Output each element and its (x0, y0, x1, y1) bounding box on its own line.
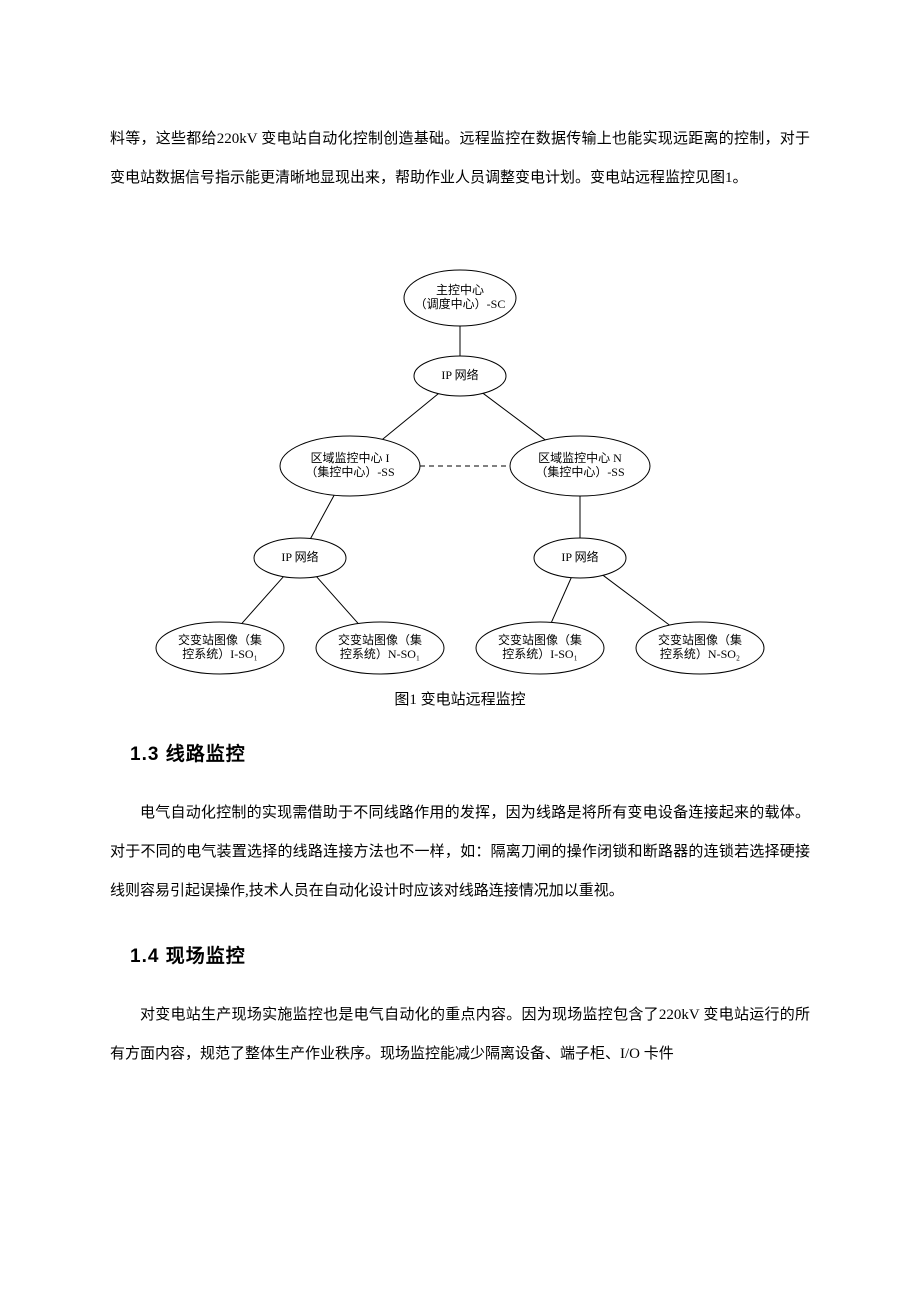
body-paragraph-3: 对变电站生产现场实施监控也是电气自动化的重点内容。因为现场监控包含了220kV … (110, 996, 810, 1074)
diagram-node-label: 主控中心 (436, 282, 484, 297)
diagram-node: 交变站图像（集控系统）I-SO₁ (476, 622, 604, 674)
diagram-node-label: 交变站图像（集 (178, 632, 262, 647)
diagram-edge (242, 577, 284, 624)
diagram-node-label: （调度中心）-SC (415, 296, 506, 311)
body-paragraph-2: 电气自动化控制的实现需借助于不同线路作用的发挥，因为线路是将所有变电设备连接起来… (110, 794, 810, 911)
diagram-node-label: 控系统）I-SO₁ (502, 647, 578, 661)
diagram-node-label: 控系统）N-SO₁ (340, 647, 420, 661)
diagram-node: 区域监控中心 I（集控中心）-SS (280, 436, 420, 496)
diagram-node: IP 网络 (534, 538, 626, 578)
diagram-node-label: IP 网络 (441, 367, 478, 382)
diagram-node-label: IP 网络 (561, 549, 598, 564)
diagram-node: 主控中心（调度中心）-SC (404, 270, 516, 326)
diagram-node: 区域监控中心 N（集控中心）-SS (510, 436, 650, 496)
diagram-node-label: 区域监控中心 I (311, 450, 390, 465)
diagram-edge (311, 495, 335, 538)
diagram-node-label: 交变站图像（集 (658, 632, 742, 647)
body-paragraph-1: 料等，这些都给220kV 变电站自动化控制创造基础。远程监控在数据传输上也能实现… (110, 120, 810, 198)
diagram-edge (317, 577, 359, 624)
diagram-node: 交变站图像（集控系统）I-SO₁ (156, 622, 284, 674)
figure-1-caption: 图1 变电站远程监控 (110, 688, 810, 709)
heading-1-3: 1.3 线路监控 (130, 739, 810, 766)
diagram-node-label: 控系统）I-SO₁ (182, 647, 258, 661)
diagram-edge (551, 578, 571, 623)
diagram-node-label: 交变站图像（集 (338, 632, 422, 647)
diagram-node-label: 控系统）N-SO₂ (660, 647, 740, 661)
diagram-node: IP 网络 (414, 356, 506, 396)
document-page: 料等，这些都给220kV 变电站自动化控制创造基础。远程监控在数据传输上也能实现… (0, 0, 920, 1302)
diagram-node: 交变站图像（集控系统）N-SO₁ (316, 622, 444, 674)
diagram-node-label: 交变站图像（集 (498, 632, 582, 647)
heading-1-4: 1.4 现场监控 (130, 941, 810, 968)
figure-1-diagram: 主控中心（调度中心）-SCIP 网络区域监控中心 I（集控中心）-SS区域监控中… (150, 258, 770, 678)
diagram-node: 交变站图像（集控系统）N-SO₂ (636, 622, 764, 674)
diagram-node-label: 区域监控中心 N (538, 450, 622, 465)
diagram-edge (382, 394, 438, 440)
figure-1-container: 主控中心（调度中心）-SCIP 网络区域监控中心 I（集控中心）-SS区域监控中… (110, 258, 810, 678)
diagram-edge (483, 393, 545, 440)
diagram-node-label: IP 网络 (281, 549, 318, 564)
diagram-node: IP 网络 (254, 538, 346, 578)
diagram-node-label: （集控中心）-SS (535, 464, 624, 479)
diagram-node-label: （集控中心）-SS (305, 464, 394, 479)
diagram-edge (603, 575, 669, 625)
